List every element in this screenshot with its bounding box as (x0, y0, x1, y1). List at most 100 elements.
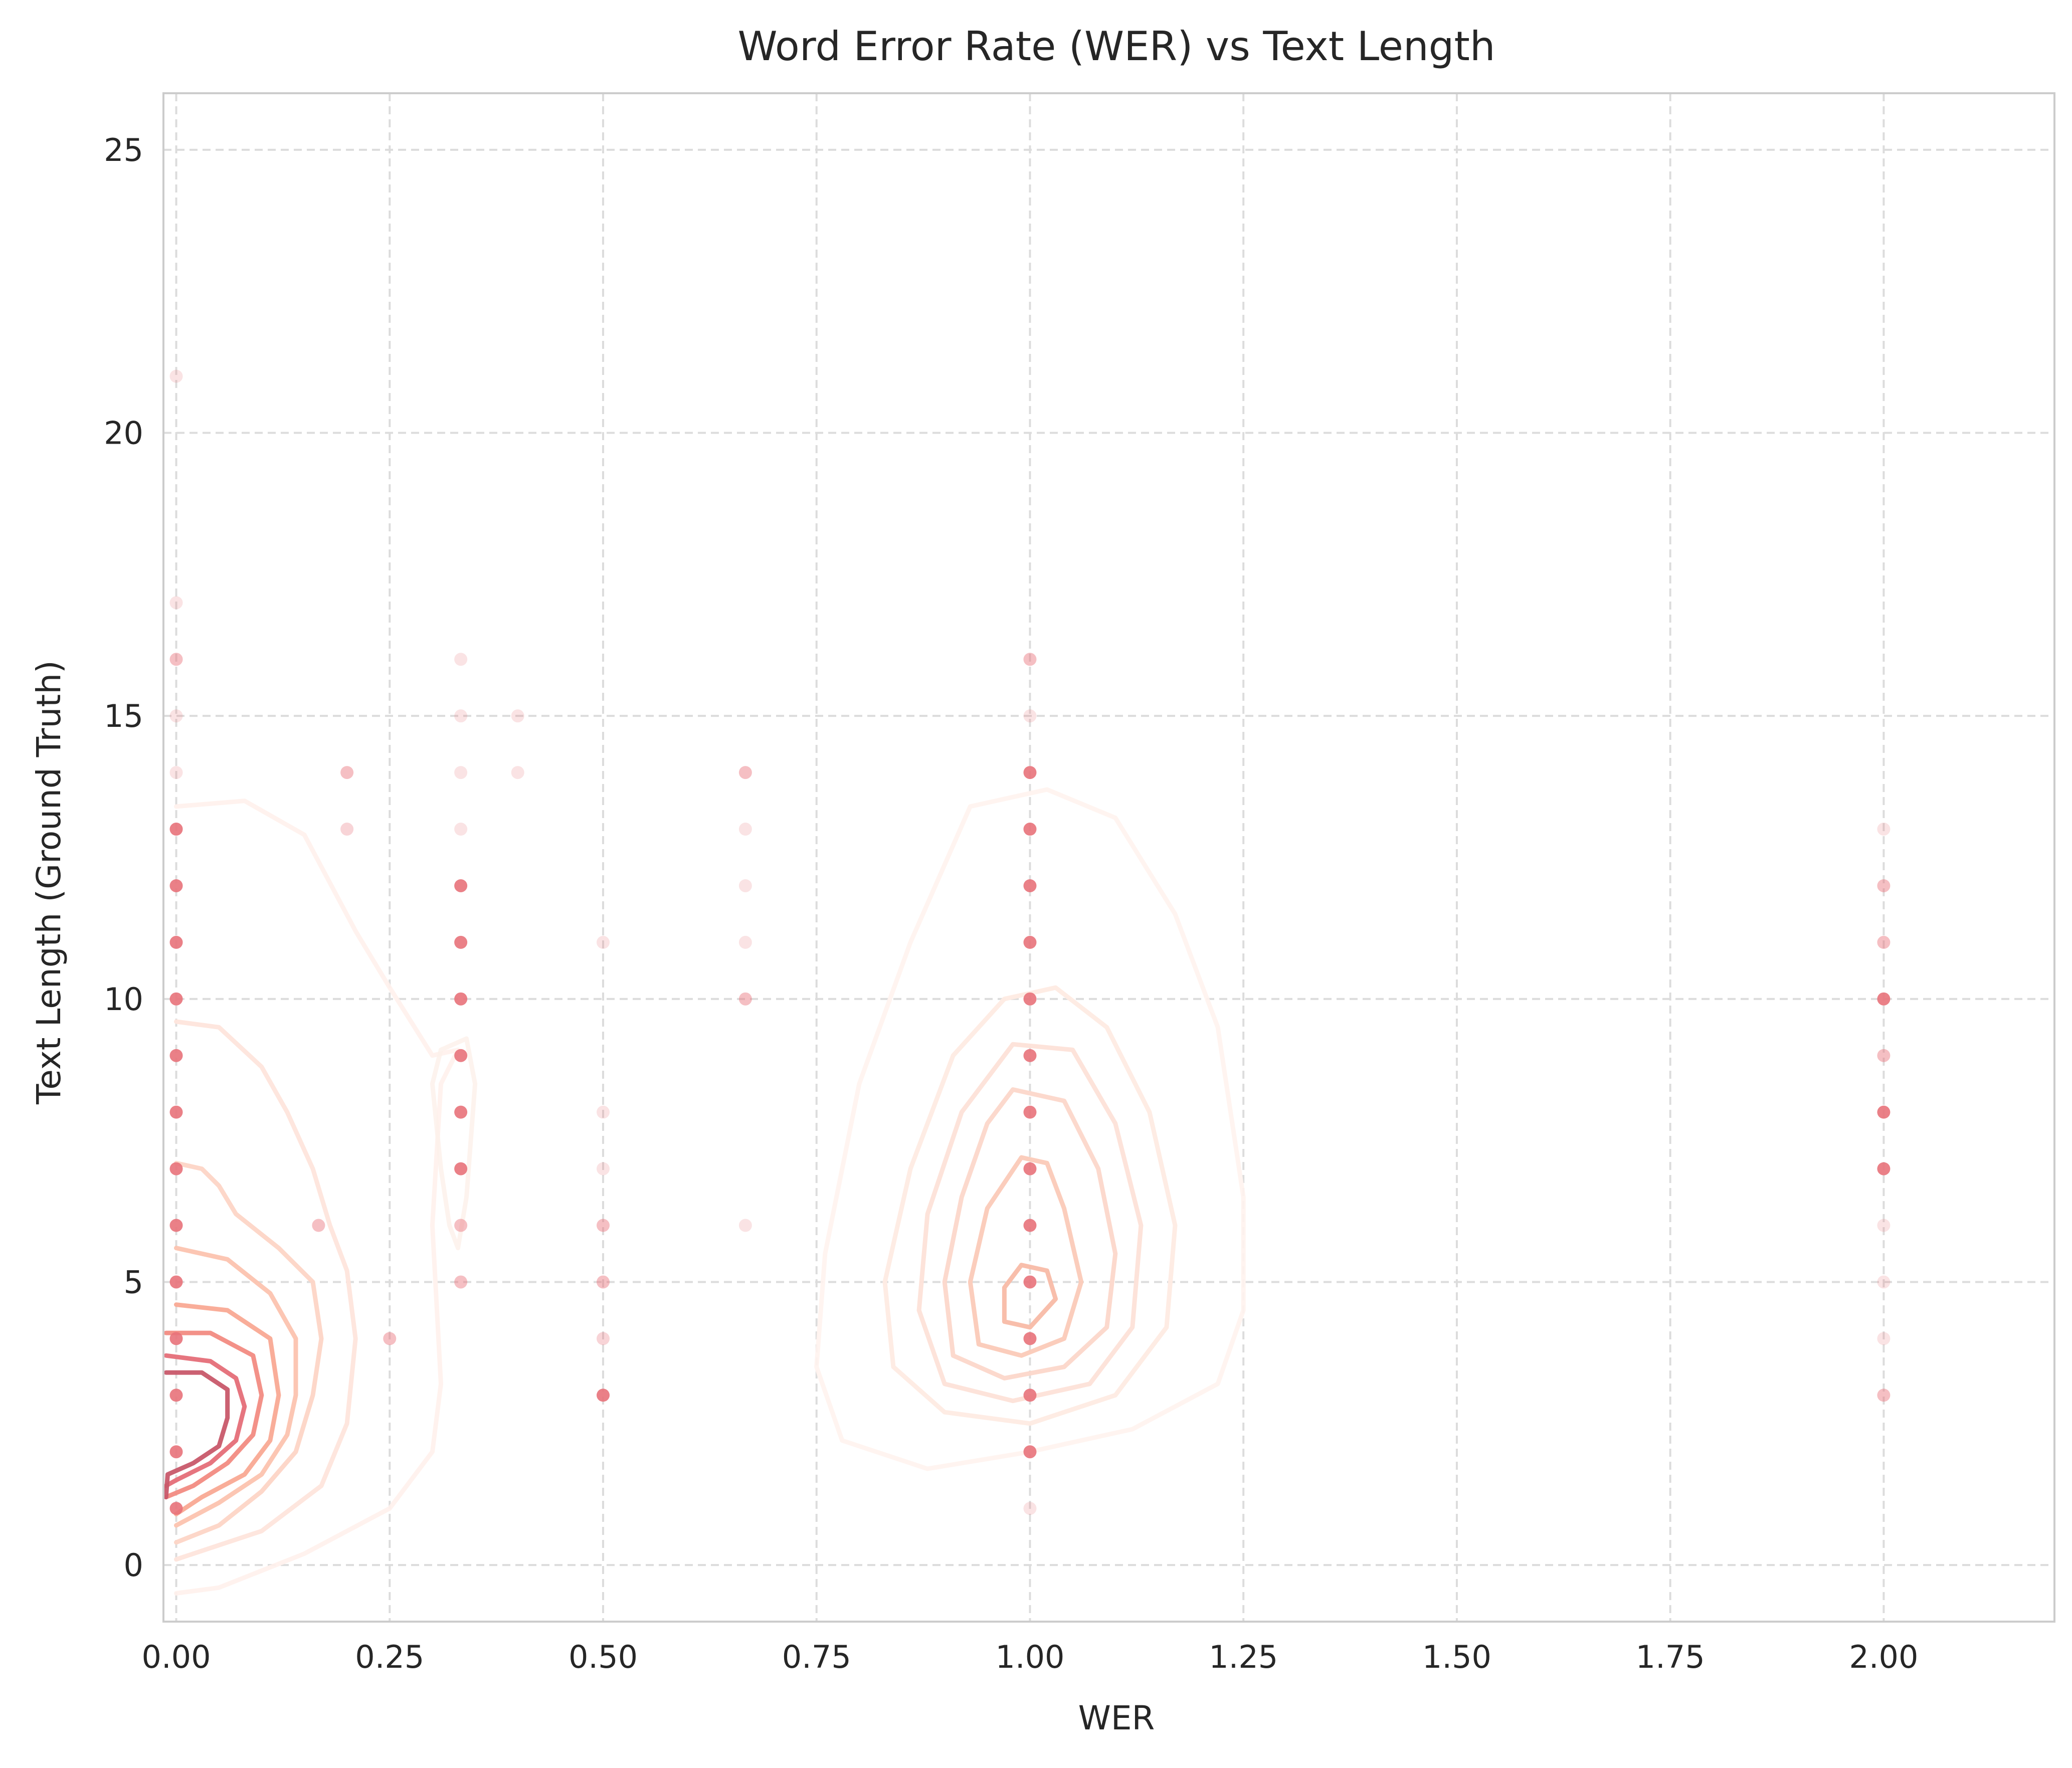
scatter-point (1023, 1275, 1037, 1289)
scatter-point (511, 766, 524, 779)
density-contour (968, 1155, 1084, 1358)
scatter-point (169, 1275, 183, 1289)
x-ticks: 0.00 0.25 0.50 0.75 1.00 1.25 1.50 1.75 2.00 (142, 1639, 1919, 1675)
scatter-point (454, 1049, 468, 1062)
scatter-point (169, 709, 183, 723)
scatter-points (169, 369, 1891, 1515)
scatter-point (597, 1219, 610, 1232)
scatter-point (1023, 1162, 1037, 1175)
scatter-point (1877, 1219, 1891, 1232)
density-contour (163, 1370, 230, 1500)
scatter-point (454, 766, 468, 779)
density-contour (882, 985, 1178, 1426)
scatter-point (1023, 1502, 1037, 1515)
scatter-point (511, 709, 524, 723)
scatter-point (597, 1275, 610, 1289)
scatter-point (738, 1219, 752, 1232)
scatter-point (169, 1389, 183, 1402)
y-tick-label: 15 (104, 698, 143, 734)
density-contour (916, 1042, 1144, 1404)
x-tick-label: 1.75 (1636, 1639, 1705, 1675)
scatter-point (597, 1332, 610, 1345)
scatter-point (1023, 1389, 1037, 1402)
density-contour (174, 1160, 324, 1545)
x-tick-label: 1.25 (1209, 1639, 1278, 1675)
scatter-point (383, 1332, 397, 1345)
density-contour (430, 1036, 478, 1251)
y-tick-label: 20 (104, 415, 143, 452)
density-contour (174, 1019, 358, 1562)
y-tick-label: 0 (124, 1547, 143, 1584)
scatter-point (169, 1332, 183, 1345)
scatter-point (1877, 1275, 1891, 1289)
scatter-point (312, 1219, 325, 1232)
scatter-point (597, 1162, 610, 1175)
scatter-point (1023, 992, 1037, 1006)
density-contour (174, 799, 460, 1596)
scatter-point (597, 935, 610, 949)
scatter-point (738, 879, 752, 892)
scatter-point (169, 879, 183, 892)
scatter-point (1023, 653, 1037, 666)
density-contour (1002, 1263, 1058, 1330)
scatter-point (340, 766, 354, 779)
scatter-point (597, 1105, 610, 1119)
x-tick-label: 0.25 (355, 1639, 424, 1675)
scatter-point (169, 992, 183, 1006)
scatter-point (1023, 1445, 1037, 1459)
scatter-point (1877, 1105, 1891, 1119)
scatter-point (1877, 1389, 1891, 1402)
scatter-point (169, 369, 183, 383)
scatter-point (454, 709, 468, 723)
scatter-point (340, 823, 354, 836)
scatter-point (454, 1219, 468, 1232)
scatter-point (1023, 709, 1037, 723)
scatter-point (1023, 1105, 1037, 1119)
scatter-point (1023, 766, 1037, 779)
y-tick-label: 10 (104, 981, 143, 1018)
scatter-point (454, 1162, 468, 1175)
x-tick-label: 0.75 (782, 1639, 851, 1675)
density-contour (163, 1353, 247, 1488)
scatter-point (454, 992, 468, 1006)
scatter-point (169, 935, 183, 949)
scatter-point (454, 1275, 468, 1289)
scatter-point (1877, 1332, 1891, 1345)
scatter-point (454, 653, 468, 666)
density-contour (163, 1330, 264, 1500)
scatter-point (597, 1389, 610, 1402)
density-contour (174, 1302, 281, 1516)
x-tick-label: 0.50 (569, 1639, 638, 1675)
x-tick-label: 2.00 (1849, 1639, 1918, 1675)
scatter-point (1023, 823, 1037, 836)
scatter-point (1877, 935, 1891, 949)
scatter-point (454, 935, 468, 949)
scatter-point (1877, 823, 1891, 836)
x-tick-label: 0.00 (142, 1639, 211, 1675)
scatter-point (1023, 1049, 1037, 1062)
scatter-point (454, 1105, 468, 1119)
scatter-point (454, 879, 468, 892)
scatter-point (1877, 879, 1891, 892)
grid (163, 93, 2054, 1622)
x-tick-label: 1.50 (1422, 1639, 1491, 1675)
scatter-point (169, 1162, 183, 1175)
scatter-point (169, 823, 183, 836)
scatter-point (169, 1502, 183, 1515)
scatter-point (738, 766, 752, 779)
density-contours (163, 787, 1246, 1596)
scatter-point (169, 1219, 183, 1232)
plot-frame (162, 92, 2055, 1623)
scatter-point (1023, 879, 1037, 892)
scatter-point (738, 935, 752, 949)
y-tick-label: 25 (104, 132, 143, 168)
y-tick-label: 5 (124, 1264, 143, 1300)
x-tick-label: 1.00 (995, 1639, 1064, 1675)
scatter-point (1023, 1332, 1037, 1345)
scatter-point (1023, 1219, 1037, 1232)
y-axis-label: Text Length (Ground Truth) (30, 660, 68, 1105)
density-contour (814, 787, 1246, 1471)
scatter-point (169, 1445, 183, 1459)
